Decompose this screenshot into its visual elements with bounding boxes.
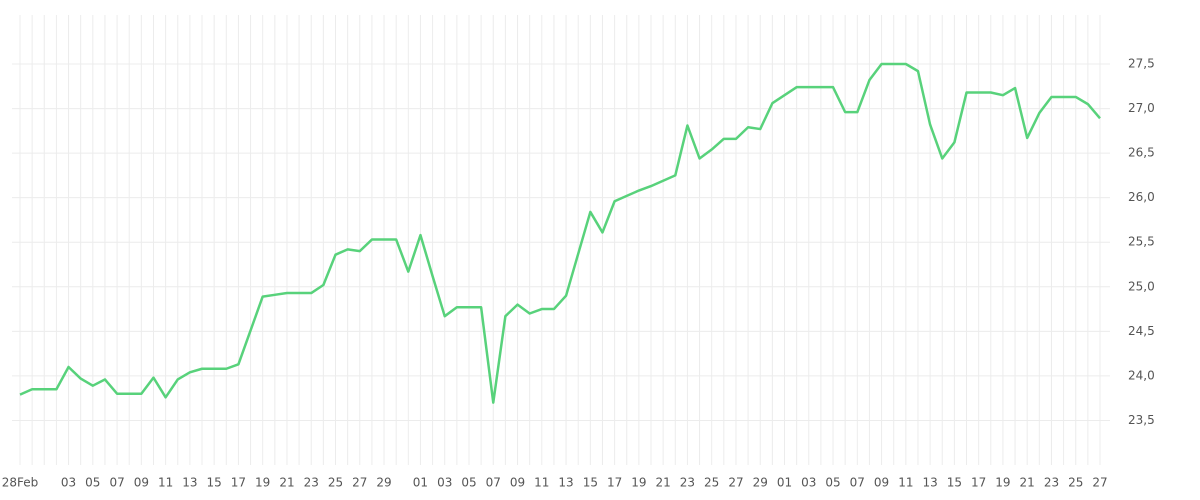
x-tick-label: 23: [304, 476, 319, 490]
x-tick-label: 23: [680, 476, 695, 490]
x-tick-label: 29: [753, 476, 768, 490]
x-tick-label: 21: [1020, 476, 1035, 490]
x-tick-label: 25: [1068, 476, 1083, 490]
x-tick-label: 11: [534, 476, 549, 490]
x-tick-label: 05: [825, 476, 840, 490]
x-tick-label: 01: [413, 476, 428, 490]
x-tick-label: 27: [728, 476, 743, 490]
x-tick-label: 15: [207, 476, 222, 490]
x-tick-label: 05: [85, 476, 100, 490]
y-tick-label: 27,0: [1128, 101, 1155, 115]
x-tick-label: 11: [898, 476, 913, 490]
x-tick-label: 21: [279, 476, 294, 490]
y-tick-label: 25,5: [1128, 235, 1155, 249]
x-tick-label: 17: [607, 476, 622, 490]
y-tick-label: 25,0: [1128, 279, 1155, 293]
x-tick-label: 07: [850, 476, 865, 490]
x-tick-label: 28Feb: [2, 476, 39, 490]
y-tick-label: 26,5: [1128, 146, 1155, 160]
y-tick-label: 24,5: [1128, 324, 1155, 338]
x-tick-label: 11: [158, 476, 173, 490]
x-tick-label: 13: [558, 476, 573, 490]
x-tick-label: 09: [874, 476, 889, 490]
x-tick-label: 07: [109, 476, 124, 490]
x-tick-label: 25: [328, 476, 343, 490]
x-tick-label: 27: [1092, 476, 1107, 490]
x-tick-label: 29: [376, 476, 391, 490]
line-series: [19, 62, 1101, 404]
x-tick-label: 17: [971, 476, 986, 490]
x-tick-label: 03: [801, 476, 816, 490]
x-tick-label: 15: [583, 476, 598, 490]
x-tick-label: 23: [1044, 476, 1059, 490]
x-tick-label: 05: [461, 476, 476, 490]
x-tick-label: 01: [777, 476, 792, 490]
x-tick-label: 25: [704, 476, 719, 490]
y-tick-label: 26,0: [1128, 190, 1155, 204]
x-tick-label: 27: [352, 476, 367, 490]
x-tick-label: 17: [231, 476, 246, 490]
x-tick-label: 03: [61, 476, 76, 490]
y-tick-label: 24,0: [1128, 368, 1155, 382]
x-tick-label: 19: [631, 476, 646, 490]
x-tick-label: 07: [486, 476, 501, 490]
x-tick-label: 15: [947, 476, 962, 490]
x-tick-label: 21: [656, 476, 671, 490]
x-tick-label: 13: [182, 476, 197, 490]
x-tick-label: 09: [510, 476, 525, 490]
x-tick-label: 03: [437, 476, 452, 490]
x-tick-label: 19: [995, 476, 1010, 490]
x-tick-label: 13: [922, 476, 937, 490]
y-tick-label: 27,5: [1128, 57, 1155, 71]
x-tick-label: 09: [134, 476, 149, 490]
y-tick-label: 23,5: [1128, 413, 1155, 427]
x-tick-label: 19: [255, 476, 270, 490]
